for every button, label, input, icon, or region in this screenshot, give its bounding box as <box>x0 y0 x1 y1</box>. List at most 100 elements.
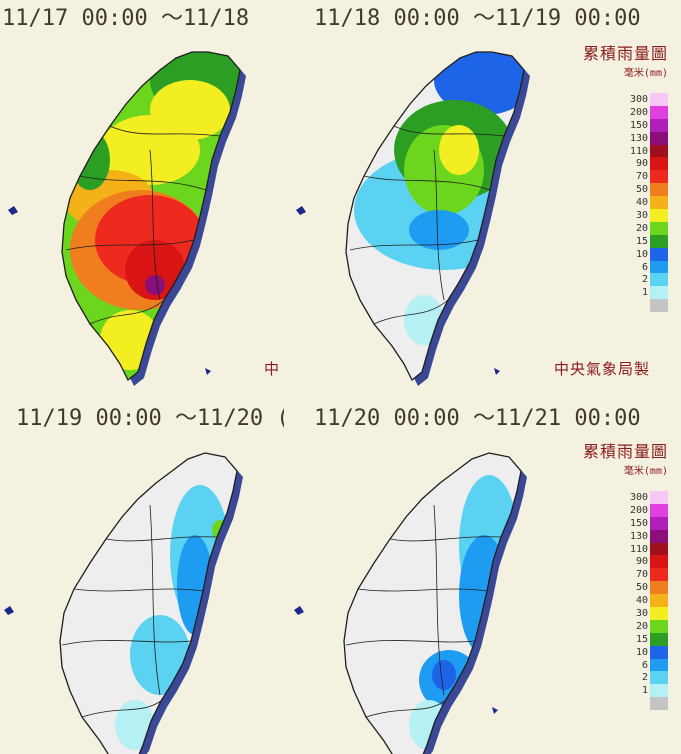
legend-swatch <box>650 632 668 646</box>
panel-title: 11/18 00:00 ～11/19 00:00 <box>314 6 641 31</box>
legend-row: 110 <box>548 144 668 158</box>
legend-swatch <box>650 299 668 313</box>
legend-row: 20 <box>548 619 668 633</box>
legend-swatch <box>650 619 668 633</box>
legend-row <box>548 697 668 711</box>
legend-row: 70 <box>548 170 668 184</box>
taiwan-rainfall-map <box>294 452 527 754</box>
legend-label: 30 <box>635 209 648 221</box>
legend-swatch <box>650 157 668 171</box>
legend-unit: 毫米(mm) <box>623 466 668 477</box>
legend-swatch <box>650 273 668 287</box>
legend-label: 90 <box>635 556 648 568</box>
legend-label: 50 <box>635 184 648 196</box>
legend-row: 90 <box>548 157 668 171</box>
legend-swatch <box>650 555 668 569</box>
panel-title: 11/17 00:00 ～11/18 <box>2 6 250 31</box>
legend-label: 40 <box>635 595 648 607</box>
legend-label: 110 <box>629 145 648 157</box>
legend-row: 10 <box>548 645 668 659</box>
legend-row: 50 <box>548 581 668 595</box>
taiwan-rainfall-map <box>296 51 530 386</box>
legend-row: 40 <box>548 196 668 210</box>
legend-label: 30 <box>635 607 648 619</box>
legend-swatch <box>650 607 668 620</box>
legend-swatch <box>650 645 668 659</box>
legend-row: 70 <box>548 568 668 582</box>
legend-swatch <box>650 221 668 235</box>
legend-scale: 300 200 150 130 110 90 70 50 40 30 20 15 10 6 2 1 <box>548 93 668 313</box>
rainfall-legend: 累積雨量圖 毫米(mm) 300 200 150 130 110 90 70 50 40 30 20… <box>548 40 668 313</box>
rainfall-legend: 累積雨量圖 毫米(mm) 300 200 150 130 110 90 70 50 40 30 20… <box>548 438 668 711</box>
panel-title: 11/20 00:00 ～11/21 00:00 <box>314 406 641 431</box>
map-panel-4: 11/20 00:00 ～11/21 00:00 <box>284 395 681 754</box>
legend-row: 50 <box>548 183 668 197</box>
legend-label: 20 <box>635 222 648 234</box>
legend-row: 300 <box>548 491 668 504</box>
legend-row: 150 <box>548 516 668 530</box>
legend-row: 40 <box>548 594 668 608</box>
legend-label: 15 <box>635 633 648 645</box>
legend-swatch <box>650 260 668 274</box>
legend-swatch <box>650 684 668 698</box>
legend-label: 1 <box>641 685 648 697</box>
legend-label: 300 <box>629 491 648 503</box>
taiwan-rainfall-map <box>8 51 246 386</box>
legend-label: 1 <box>641 287 648 299</box>
legend-swatch <box>650 286 668 300</box>
map-panel-2: 11/18 00:00 ～11/19 00:00 中央氣象局製 <box>284 0 681 395</box>
legend-label: 15 <box>635 235 648 247</box>
legend-swatch <box>650 247 668 261</box>
legend-swatch <box>650 658 668 672</box>
legend-label: 6 <box>641 261 648 273</box>
legend-row: 20 <box>548 221 668 235</box>
legend-label: 6 <box>641 659 648 671</box>
legend-label: 200 <box>629 106 648 118</box>
legend-label: 130 <box>629 132 648 144</box>
legend-row: 90 <box>548 555 668 569</box>
legend-swatch <box>650 529 668 543</box>
legend-swatch <box>650 516 668 530</box>
producer-label: 中 <box>264 360 281 378</box>
legend-label: 70 <box>635 569 648 581</box>
legend-row: 6 <box>548 260 668 274</box>
map-panel-3: 11/19 00:00 ～11/20 ( <box>0 395 284 754</box>
taiwan-rainfall-map <box>4 452 243 754</box>
legend-label: 10 <box>635 646 648 658</box>
legend-row: 110 <box>548 542 668 556</box>
legend-row: 2 <box>548 671 668 685</box>
legend-unit: 毫米(mm) <box>623 68 668 79</box>
legend-row: 30 <box>548 209 668 222</box>
legend-row: 150 <box>548 118 668 132</box>
legend-swatch <box>650 503 668 517</box>
legend-swatch <box>650 594 668 608</box>
legend-label: 110 <box>629 543 648 555</box>
legend-swatch <box>650 671 668 685</box>
legend-row: 130 <box>548 529 668 543</box>
legend-row: 200 <box>548 503 668 517</box>
legend-label: 2 <box>641 274 648 286</box>
legend-swatch <box>650 105 668 119</box>
legend-swatch <box>650 234 668 248</box>
legend-row: 30 <box>548 607 668 620</box>
legend-row <box>548 299 668 313</box>
map-panel-1: 11/17 00:00 ～11/18 中 <box>0 0 284 395</box>
legend-title: 累積雨量圖 <box>582 44 668 63</box>
legend-swatch <box>650 131 668 145</box>
legend-row: 2 <box>548 273 668 287</box>
legend-row: 130 <box>548 131 668 145</box>
legend-label: 10 <box>635 248 648 260</box>
legend-label: 130 <box>629 530 648 542</box>
legend-label: 40 <box>635 197 648 209</box>
legend-swatch <box>650 196 668 210</box>
legend-label: 150 <box>629 517 648 529</box>
legend-swatch <box>650 542 668 556</box>
legend-row: 300 <box>548 93 668 106</box>
legend-label: 70 <box>635 171 648 183</box>
panel-title: 11/19 00:00 ～11/20 ( <box>16 406 284 431</box>
legend-label: 2 <box>641 672 648 684</box>
legend-label: 50 <box>635 582 648 594</box>
legend-swatch <box>650 568 668 582</box>
legend-row: 200 <box>548 105 668 119</box>
legend-swatch <box>650 170 668 184</box>
